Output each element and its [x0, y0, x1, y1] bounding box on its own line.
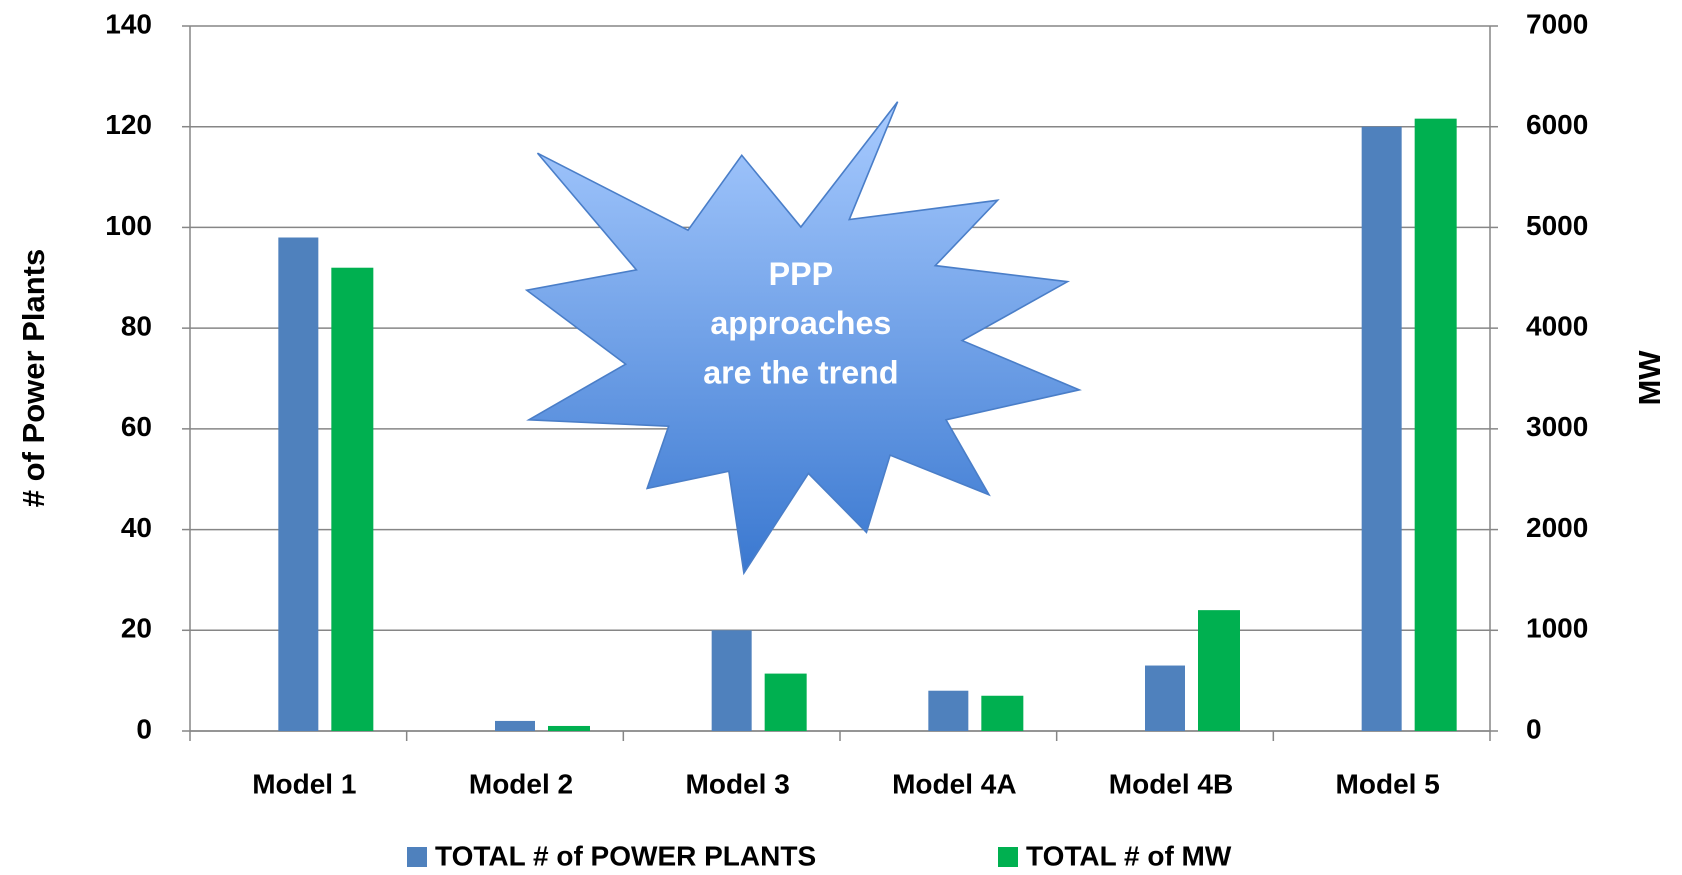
- y-tick-label: 120: [105, 109, 152, 140]
- y-tick-label: 0: [136, 713, 152, 744]
- y2-axis-title: MW: [1632, 350, 1667, 406]
- legend-label: TOTAL # of POWER PLANTS: [435, 840, 816, 871]
- annotation-text: PPP: [769, 256, 834, 292]
- y-tick-label: 20: [121, 613, 152, 644]
- x-tick-label: Model 5: [1336, 768, 1440, 799]
- y-tick-label: 140: [105, 8, 152, 39]
- legend-swatch: [998, 847, 1018, 867]
- y2-tick-label: 7000: [1526, 8, 1588, 39]
- bar: [1361, 126, 1402, 731]
- starburst: PPP approaches are the trend: [524, 101, 1082, 576]
- y-tick-label: 100: [105, 210, 152, 241]
- bar: [1414, 118, 1457, 731]
- y2-tick-label: 4000: [1526, 311, 1588, 342]
- x-tick-label: Model 1: [252, 768, 356, 799]
- y2-tick-label: 6000: [1526, 109, 1588, 140]
- starburst-shape: [524, 101, 1082, 576]
- y-tick-label: 40: [121, 512, 152, 543]
- y2-tick-label: 3000: [1526, 411, 1588, 442]
- bar: [331, 267, 374, 731]
- bar: [1145, 665, 1185, 731]
- annotation-text: approaches: [710, 305, 891, 341]
- bar: [548, 725, 590, 731]
- bar: [711, 630, 752, 731]
- x-tick-label: Model 4B: [1109, 768, 1233, 799]
- y-tick-label: 80: [121, 311, 152, 342]
- y-axis-title: # of Power Plants: [16, 249, 51, 507]
- bar: [981, 695, 1024, 731]
- x-tick-label: Model 4A: [892, 768, 1016, 799]
- annotation-text: are the trend: [703, 354, 898, 390]
- x-tick-label: Model 3: [686, 768, 790, 799]
- y2-tick-label: 1000: [1526, 613, 1588, 644]
- bar: [928, 690, 969, 731]
- legend-label: TOTAL # of MW: [1026, 840, 1232, 871]
- bar: [1198, 610, 1240, 731]
- y2-tick-label: 5000: [1526, 210, 1588, 241]
- y2-tick-label: 0: [1526, 713, 1542, 744]
- legend-swatch: [407, 847, 427, 867]
- bar: [278, 237, 319, 731]
- y-tick-label: 60: [121, 411, 152, 442]
- y2-tick-label: 2000: [1526, 512, 1588, 543]
- x-tick-label: Model 2: [469, 768, 573, 799]
- bar: [764, 673, 807, 731]
- bar: [495, 720, 535, 731]
